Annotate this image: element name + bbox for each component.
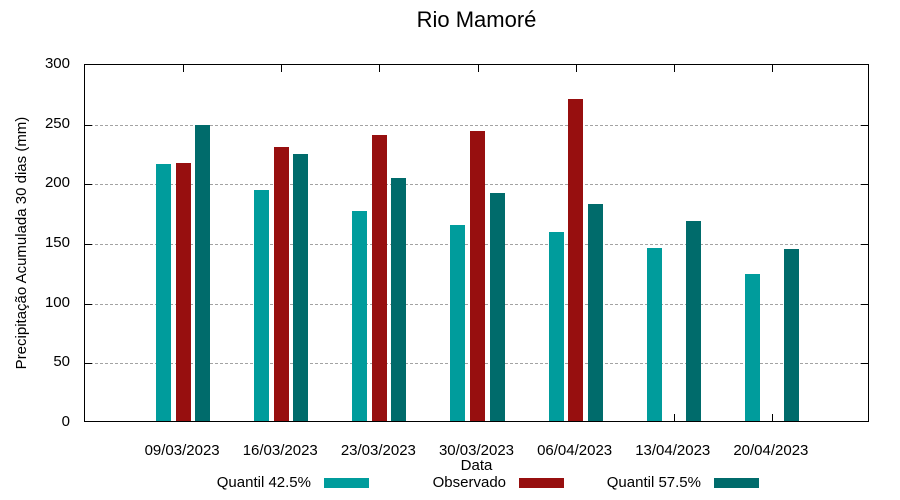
x-tick-bottom-20-04-2023	[771, 414, 773, 421]
x-tick-label-16-03-2023: 16/03/2023	[242, 442, 318, 459]
bar-quantil-57.5pct-06-04-2023	[587, 203, 603, 421]
legend-item-quantil-42.5pct: Quantil 42.5%	[211, 474, 369, 491]
y-tick-left-150	[85, 244, 92, 245]
y-tick-right-250	[861, 124, 868, 126]
x-tick-bottom-13-04-2023	[673, 414, 675, 421]
bar-observado-30-03-2023	[470, 131, 485, 421]
y-tick-label-250: 250	[44, 114, 70, 132]
legend-item-observado: Observado	[406, 474, 564, 491]
legend-label-observado: Observado	[432, 474, 506, 491]
y-tick-right-200	[861, 184, 868, 186]
gridline-y-250	[85, 124, 868, 126]
bar-quantil-42.5pct-06-04-2023	[548, 232, 564, 421]
y-tick-left-50	[85, 363, 92, 365]
bar-observado-23-03-2023	[371, 134, 387, 421]
bar-quantil-42.5pct-16-03-2023	[254, 189, 270, 421]
x-tick-label-30-03-2023: 30/03/2023	[438, 442, 515, 459]
bar-quantil-42.5pct-13-04-2023	[646, 247, 662, 421]
legend-label-quantil-57.5pct: Quantil 57.5%	[606, 474, 701, 491]
x-axis-label: Data	[460, 457, 493, 474]
bar-quantil-42.5pct-20-04-2023	[744, 274, 760, 421]
y-tick-left-100	[85, 303, 92, 305]
x-tick-top-06-04-2023	[575, 65, 577, 72]
bar-observado-16-03-2023	[273, 146, 289, 421]
x-tick-top-20-04-2023	[771, 65, 773, 72]
legend: Quantil 42.5% Observado Quantil 57.5%	[211, 474, 759, 491]
legend-swatch-quantil-57.5pct	[714, 477, 759, 488]
y-tick-right-100	[861, 303, 868, 305]
x-tick-label-06-04-2023: 06/04/2023	[537, 442, 613, 459]
bar-quantil-57.5pct-16-03-2023	[293, 153, 309, 421]
y-tick-label-150: 150	[44, 234, 70, 251]
y-tick-label-100: 100	[44, 293, 70, 311]
x-tick-top-30-03-2023	[477, 65, 479, 72]
bar-quantil-42.5pct-30-03-2023	[450, 225, 466, 421]
legend-label-quantil-42.5pct: Quantil 42.5%	[216, 474, 311, 491]
y-tick-label-50: 50	[53, 353, 70, 371]
y-tick-left-200	[85, 184, 92, 186]
y-tick-label-300: 300	[44, 55, 70, 72]
bar-quantil-57.5pct-09-03-2023	[195, 125, 211, 421]
bar-quantil-57.5pct-23-03-2023	[391, 177, 407, 421]
plot-area	[84, 64, 869, 422]
bar-quantil-42.5pct-23-03-2023	[352, 210, 368, 421]
bar-observado-06-04-2023	[568, 98, 584, 421]
bar-quantil-57.5pct-30-03-2023	[489, 193, 505, 421]
legend-swatch-quantil-42.5pct	[324, 477, 369, 488]
x-tick-top-09-03-2023	[183, 65, 185, 72]
bar-observado-09-03-2023	[175, 163, 191, 421]
x-tick-label-20-04-2023: 20/04/2023	[733, 442, 809, 459]
x-tick-label-13-04-2023: 13/04/2023	[635, 442, 711, 459]
bar-quantil-57.5pct-13-04-2023	[685, 220, 701, 421]
x-tick-top-16-03-2023	[281, 65, 283, 72]
y-tick-left-250	[85, 124, 92, 126]
y-tick-label-200: 200	[44, 174, 70, 192]
legend-item-quantil-57.5pct: Quantil 57.5%	[601, 474, 759, 491]
y-tick-right-50	[861, 363, 868, 365]
x-tick-label-09-03-2023: 09/03/2023	[144, 442, 220, 459]
x-tick-top-13-04-2023	[673, 65, 675, 72]
x-tick-label-23-03-2023: 23/03/2023	[340, 442, 416, 459]
x-tick-top-23-03-2023	[379, 65, 381, 72]
bar-quantil-42.5pct-09-03-2023	[156, 164, 172, 421]
legend-swatch-observado	[519, 477, 564, 488]
y-tick-label-0: 0	[61, 413, 70, 430]
y-tick-right-150	[861, 244, 868, 245]
bar-quantil-57.5pct-20-04-2023	[783, 249, 799, 421]
chart-title: Rio Mamoré	[416, 7, 537, 32]
